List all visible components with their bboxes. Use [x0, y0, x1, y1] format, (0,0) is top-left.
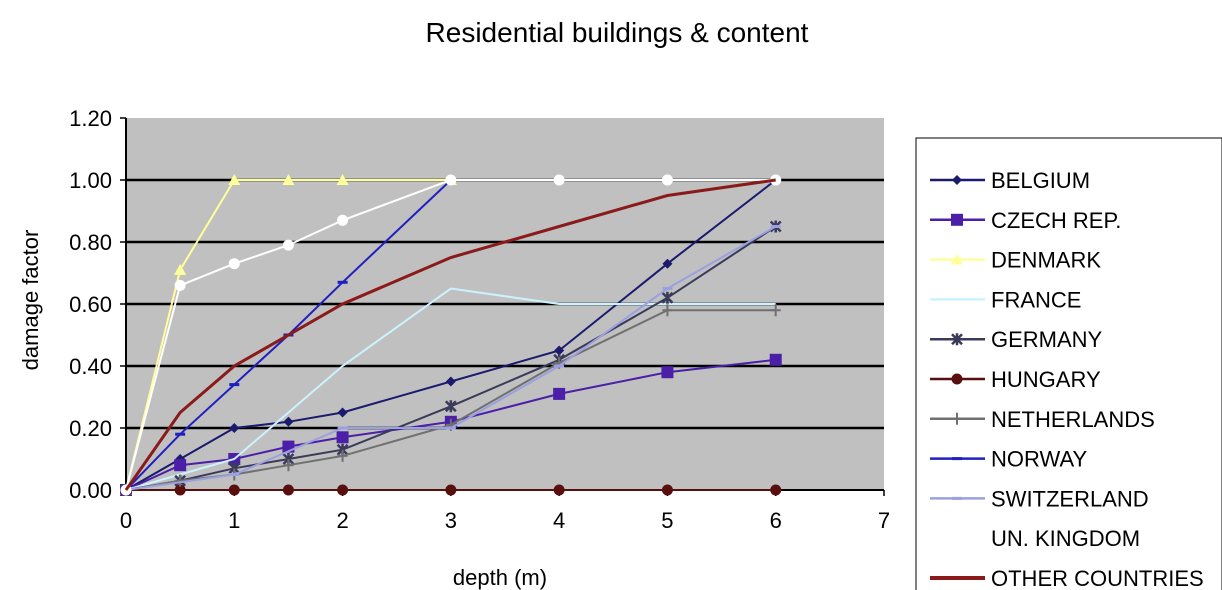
x-tick-label: 0 — [120, 508, 132, 533]
data-point — [174, 459, 187, 472]
series-10 — [124, 178, 776, 491]
legend-item: UN. KINGDOM — [930, 526, 1140, 551]
legend-label: GERMANY — [991, 327, 1103, 352]
data-point — [662, 258, 673, 269]
legend-label: CZECH REP. — [991, 208, 1121, 233]
data-point — [445, 376, 456, 387]
data-point — [770, 484, 782, 496]
y-tick-label: 0.60 — [69, 292, 112, 317]
data-point — [282, 484, 294, 496]
series-5 — [120, 484, 782, 496]
legend-label: UN. KINGDOM — [991, 526, 1140, 551]
data-point — [174, 279, 186, 291]
data-point — [661, 174, 673, 186]
legend-label: NETHERLANDS — [991, 407, 1155, 432]
y-tick-label: 0.20 — [69, 416, 112, 441]
legend-item: SWITZERLAND — [930, 486, 1149, 511]
legend-label: NORWAY — [991, 447, 1087, 472]
legend-item: NETHERLANDS — [930, 407, 1155, 432]
data-point — [554, 345, 565, 356]
series-line — [124, 178, 776, 491]
series-line — [125, 287, 776, 491]
data-point — [228, 484, 240, 496]
data-point — [337, 407, 348, 418]
x-tick-label: 4 — [553, 508, 565, 533]
legend-label: FRANCE — [991, 287, 1081, 312]
legend-item: FRANCE — [930, 287, 1081, 312]
chart-title: Residential buildings & content — [426, 17, 809, 48]
data-point — [661, 366, 674, 379]
x-tick-label: 7 — [878, 508, 890, 533]
data-point — [175, 474, 186, 487]
data-point — [553, 484, 565, 496]
data-point — [662, 304, 673, 317]
legend-item: HUNGARY — [930, 367, 1101, 392]
data-point — [283, 416, 294, 427]
data-point — [282, 239, 294, 251]
data-point — [337, 484, 349, 496]
series-3 — [125, 287, 776, 491]
data-point — [336, 174, 349, 185]
data-point — [769, 353, 782, 366]
legend-marker — [952, 175, 962, 185]
legend-marker — [951, 213, 963, 226]
data-point — [661, 291, 674, 304]
x-tick-label: 5 — [661, 508, 673, 533]
legend-item: OTHER COUNTRIES — [930, 566, 1204, 590]
y-axis-title: damage factor — [18, 230, 43, 371]
data-point — [283, 459, 294, 472]
legend-marker — [952, 412, 962, 425]
y-tick-label: 1.00 — [69, 168, 112, 193]
data-point — [228, 258, 240, 270]
legend-item: GERMANY — [930, 327, 1103, 352]
legend-item: CZECH REP. — [930, 208, 1121, 233]
legend-item: DENMARK — [930, 248, 1101, 273]
legend-label: HUNGARY — [991, 367, 1101, 392]
data-point — [553, 387, 566, 400]
data-point — [553, 174, 565, 186]
data-point — [336, 431, 349, 444]
legend-marker — [951, 373, 963, 385]
legend-label: BELGIUM — [991, 168, 1090, 193]
legend-marker — [951, 333, 963, 346]
x-axis-title: depth (m) — [453, 565, 547, 590]
series-line — [125, 179, 452, 491]
data-point — [445, 174, 457, 186]
x-tick-label: 6 — [770, 508, 782, 533]
axes: 0.00 0.20 0.40 0.60 0.80 1.00 1.20 0 1 2 3 4 5 6 7 — [69, 106, 890, 533]
y-tick-label: 0.80 — [69, 230, 112, 255]
x-tick-label: 1 — [228, 508, 240, 533]
series-line — [125, 179, 451, 491]
legend-label: SWITZERLAND — [991, 486, 1149, 511]
data-point — [444, 400, 457, 413]
legend-label: DENMARK — [991, 248, 1101, 273]
y-tick-label: 1.20 — [69, 106, 112, 131]
x-tick-label: 2 — [336, 508, 348, 533]
data-point — [445, 484, 457, 496]
series-layer — [120, 174, 782, 496]
data-point — [661, 484, 673, 496]
data-point — [174, 484, 186, 496]
legend-item: BELGIUM — [930, 168, 1090, 193]
data-point — [770, 304, 781, 317]
legend-marker — [951, 532, 963, 544]
legend-box — [915, 137, 1222, 590]
series-9 — [120, 174, 782, 496]
data-point — [229, 423, 240, 433]
legend: BELGIUM CZECH REP. DENMARK FRANCE GERMANY HUN… — [915, 137, 1222, 590]
legend-label: OTHER COUNTRIES — [991, 566, 1204, 590]
data-point — [174, 263, 187, 275]
data-point — [282, 174, 295, 185]
y-tick-label: 0.40 — [69, 354, 112, 379]
legend-marker — [951, 253, 963, 265]
legend-item: NORWAY — [930, 447, 1087, 472]
data-point — [337, 214, 349, 226]
data-point — [337, 449, 348, 462]
y-tick-label: 0.00 — [69, 478, 112, 503]
x-tick-label: 3 — [445, 508, 457, 533]
data-point — [228, 174, 241, 185]
